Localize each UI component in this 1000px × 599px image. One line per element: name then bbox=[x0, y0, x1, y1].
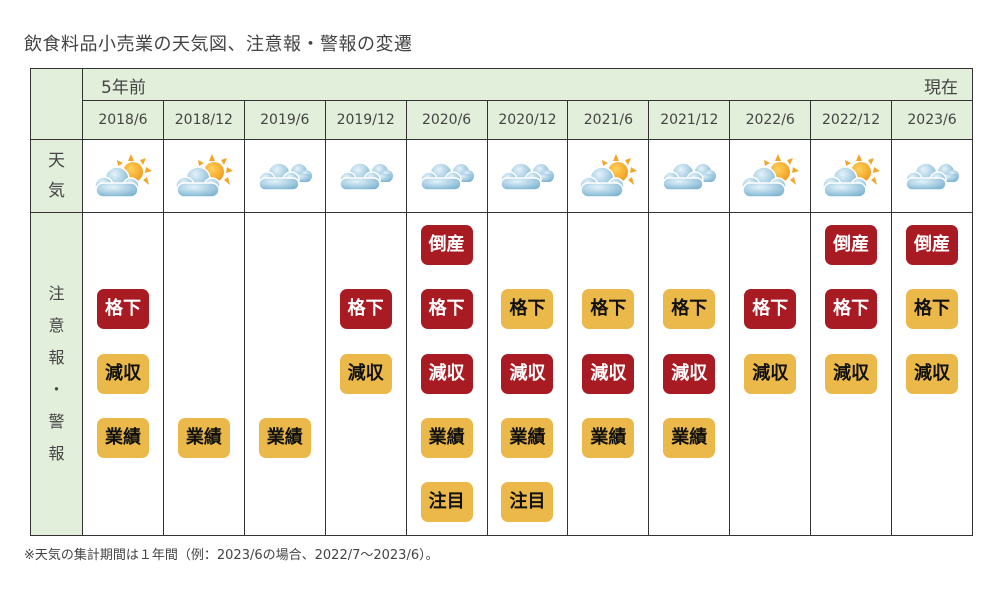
footnote: ※天気の集計期間は１年間（例：2023/6の場合、2022/7～2023/6）。 bbox=[24, 548, 439, 563]
date-header: 2022/6 bbox=[729, 100, 812, 140]
cloudy-icon bbox=[253, 162, 317, 191]
warning-badge: 減収 bbox=[420, 354, 473, 394]
advisory-badge: 格下 bbox=[582, 289, 635, 329]
advisory-badge: 減収 bbox=[96, 354, 149, 394]
sun-behind-cloud-icon bbox=[819, 154, 883, 198]
past-label: 5年前 bbox=[101, 78, 146, 98]
advisory-badge: 減収 bbox=[906, 354, 959, 394]
alert-cell: 格下 減収 業績 bbox=[567, 212, 650, 536]
date-header: 2019/6 bbox=[243, 100, 326, 140]
corner-cell bbox=[30, 68, 83, 140]
alert-cell: 格下 減収 bbox=[729, 212, 812, 536]
weather-cell bbox=[162, 139, 245, 213]
cloudy-icon bbox=[334, 162, 398, 191]
date-header: 2022/12 bbox=[810, 100, 893, 140]
warning-badge: 減収 bbox=[501, 354, 554, 394]
weather-cell bbox=[243, 139, 326, 213]
advisory-badge: 業績 bbox=[582, 418, 635, 458]
advisory-badge: 格下 bbox=[663, 289, 716, 329]
warning-badge: 倒産 bbox=[420, 225, 473, 265]
sun-behind-cloud-icon bbox=[91, 154, 155, 198]
weather-cell bbox=[486, 139, 569, 213]
warning-badge: 格下 bbox=[96, 289, 149, 329]
page-title: 飲食料品小売業の天気図、注意報・警報の変遷 bbox=[24, 34, 413, 55]
advisory-badge: 減収 bbox=[744, 354, 797, 394]
warning-badge: 格下 bbox=[339, 289, 392, 329]
warning-badge: 減収 bbox=[582, 354, 635, 394]
cloudy-icon bbox=[657, 162, 721, 191]
weather-cell bbox=[891, 139, 973, 213]
cloudy-icon bbox=[415, 162, 479, 191]
weather-alert-table: 5年前 現在 2018/6 2018/12 2019/6 2019/12 2020/6 2… bbox=[30, 68, 973, 536]
sun-behind-cloud-icon bbox=[576, 154, 640, 198]
timeline-header: 5年前 現在 bbox=[82, 68, 973, 101]
advisory-badge: 減収 bbox=[825, 354, 878, 394]
cloudy-icon bbox=[495, 162, 559, 191]
weather-cell bbox=[810, 139, 893, 213]
advisory-badge: 業績 bbox=[258, 418, 311, 458]
sun-behind-cloud-icon bbox=[738, 154, 802, 198]
advisory-badge: 注目 bbox=[501, 482, 554, 522]
weather-row-label: 天 気 bbox=[30, 139, 83, 213]
alert-cell: 業績 bbox=[162, 212, 245, 536]
warning-badge: 格下 bbox=[744, 289, 797, 329]
date-header: 2023/6 bbox=[891, 100, 973, 140]
warning-badge: 倒産 bbox=[906, 225, 959, 265]
alert-cell: 格下 減収 業績 bbox=[82, 212, 164, 536]
sun-behind-cloud-icon bbox=[172, 154, 236, 198]
advisory-badge: 業績 bbox=[420, 418, 473, 458]
alert-row-label: 注 意 報 ・ 警 報 bbox=[30, 212, 83, 536]
advisory-badge: 注目 bbox=[420, 482, 473, 522]
weather-cell bbox=[729, 139, 812, 213]
weather-cell bbox=[82, 139, 164, 213]
advisory-badge: 業績 bbox=[96, 418, 149, 458]
advisory-badge: 格下 bbox=[906, 289, 959, 329]
date-header: 2021/12 bbox=[648, 100, 731, 140]
cloudy-icon bbox=[900, 162, 964, 191]
date-header: 2019/12 bbox=[324, 100, 407, 140]
date-header: 2018/12 bbox=[162, 100, 245, 140]
advisory-badge: 業績 bbox=[501, 418, 554, 458]
date-header: 2018/6 bbox=[82, 100, 164, 140]
advisory-badge: 業績 bbox=[663, 418, 716, 458]
advisory-badge: 格下 bbox=[501, 289, 554, 329]
weather-cell bbox=[567, 139, 650, 213]
weather-cell bbox=[405, 139, 488, 213]
alert-cell: 格下 減収 bbox=[324, 212, 407, 536]
alert-cell: 倒産 格下 減収 bbox=[810, 212, 893, 536]
warning-badge: 減収 bbox=[663, 354, 716, 394]
alert-cell: 倒産 格下 減収 bbox=[891, 212, 973, 536]
advisory-badge: 業績 bbox=[177, 418, 230, 458]
warning-badge: 倒産 bbox=[825, 225, 878, 265]
alert-row: 注 意 報 ・ 警 報 格下 減収 業績 業績 業績 格下 減収 倒産 格下 減収 業績 注目 格下 減収… bbox=[30, 212, 973, 536]
advisory-badge: 減収 bbox=[339, 354, 392, 394]
weather-cell bbox=[648, 139, 731, 213]
alert-cell: 格下 減収 業績 注目 bbox=[486, 212, 569, 536]
weather-cell bbox=[324, 139, 407, 213]
alert-cell: 格下 減収 業績 bbox=[648, 212, 731, 536]
alert-cell: 倒産格下減収業績注目 bbox=[405, 212, 488, 536]
alert-cell: 業績 bbox=[243, 212, 326, 536]
date-header: 2020/6 bbox=[405, 100, 488, 140]
date-row: 2018/6 2018/12 2019/6 2019/12 2020/6 2020/12 2… bbox=[31, 100, 973, 140]
date-header: 2021/6 bbox=[567, 100, 650, 140]
warning-badge: 格下 bbox=[420, 289, 473, 329]
date-header: 2020/12 bbox=[486, 100, 569, 140]
present-label: 現在 bbox=[924, 78, 958, 98]
weather-row: 天 気 bbox=[30, 139, 973, 213]
warning-badge: 格下 bbox=[825, 289, 878, 329]
